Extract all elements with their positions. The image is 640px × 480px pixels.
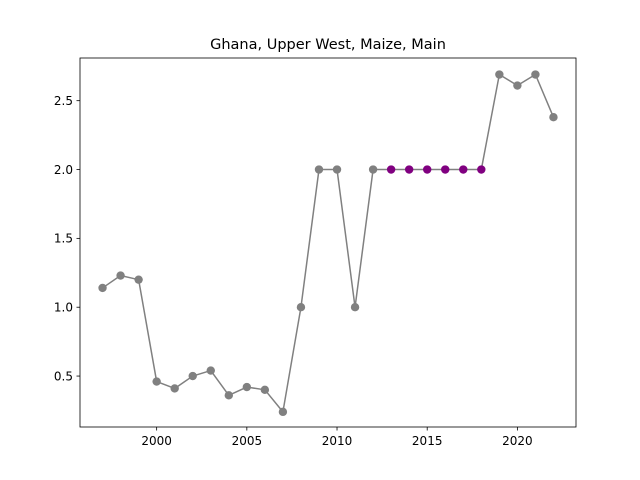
series-line-group [102, 73, 555, 413]
data-point [332, 165, 342, 174]
data-point [531, 70, 540, 79]
y-tick-label: 2.0 [54, 163, 73, 177]
axes: 2000 2005 2010 2015 2020 0.5 1.0 1.5 2.0 2.5 [54, 57, 577, 448]
x-tick-label: 2010 [322, 434, 353, 448]
y-tick-label: 0.5 [54, 369, 73, 383]
data-point [549, 113, 558, 122]
data-point [368, 165, 378, 174]
x-tick-label: 2000 [141, 434, 172, 448]
data-point [152, 377, 161, 386]
data-point [242, 382, 252, 392]
data-point [513, 81, 522, 90]
data-point [350, 303, 360, 312]
data-point [116, 271, 125, 280]
data-point [98, 283, 107, 293]
data-point [206, 366, 215, 375]
x-tick-label: 2005 [232, 434, 263, 448]
data-point [314, 165, 324, 174]
y-tick-label: 1.5 [54, 232, 73, 246]
series-line [102, 73, 555, 413]
data-point [134, 275, 143, 284]
data-point [224, 391, 233, 400]
data-point [495, 70, 504, 79]
data-point [296, 303, 306, 312]
data-points [98, 70, 558, 417]
x-tick-label: 2020 [502, 434, 533, 448]
data-point [386, 165, 396, 174]
data-point [404, 165, 414, 174]
data-point [477, 165, 486, 174]
data-point [278, 407, 288, 417]
data-point [423, 165, 432, 174]
data-point [188, 371, 197, 381]
chart-title: Ghana, Upper West, Maize, Main [210, 37, 446, 53]
data-point [260, 385, 270, 395]
data-point [441, 165, 450, 174]
y-tick-label: 1.0 [54, 301, 73, 315]
data-point [459, 165, 468, 174]
x-tick-label: 2015 [412, 434, 443, 448]
y-tick-label: 2.5 [54, 94, 73, 108]
data-point [170, 384, 179, 393]
plot-frame [79, 57, 577, 428]
